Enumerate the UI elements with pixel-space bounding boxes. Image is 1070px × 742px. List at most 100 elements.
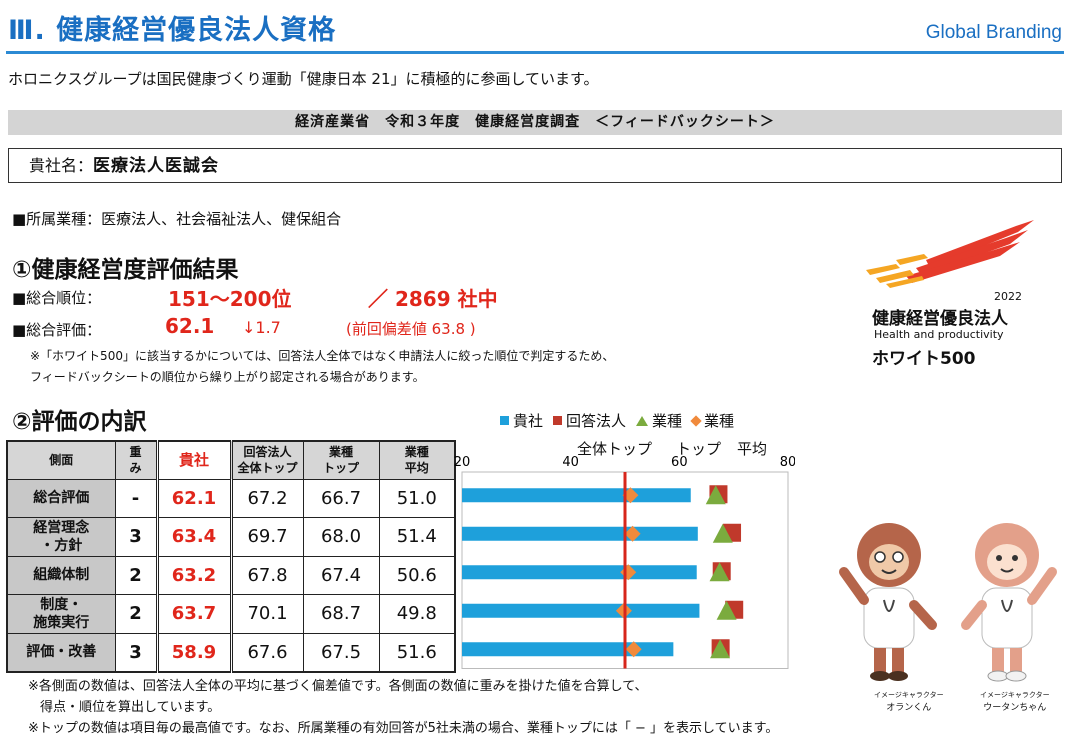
row-ind-avg: 51.4 [378,517,456,557]
company-name: 医療法人医誠会 [93,156,220,176]
table-note-line1: ※各側面の数値は、回答法人全体の平均に基づく偏差値です。各側面の数値に重みを掛け… [28,679,648,694]
row-weight: 2 [114,594,158,634]
legend-all-swatch [553,416,563,425]
row-ind-top: 66.7 [302,478,380,518]
logo-title-en: Health and productivity [874,328,1004,341]
row-side: 総合評価 [6,478,116,518]
row-own-score: 63.4 [155,517,233,557]
logo-emblem-icon [866,220,1034,288]
row-ind-top: 67.4 [302,555,380,595]
score-delta: ↓1.7 [242,318,281,337]
row-ind-avg: 49.8 [378,594,456,634]
row-all-top: 67.8 [230,555,304,595]
company-label: 貴社名： [29,156,94,175]
legend-triangle-icon [636,415,649,426]
industry-top-marker [710,639,731,659]
own-bar [462,642,674,657]
brand-label: Global Branding [925,22,1062,43]
row-own-score: 63.7 [155,594,233,634]
table-note-line2: 得点・順位を算出しています。 [40,700,221,715]
rank-value: 151〜200位 [168,287,292,311]
x-tick-label: 40 [562,455,579,470]
mascot-left-caption: イメージキャラクター オランくん [874,691,944,713]
industry-text: ■所属業種：医療法人、社会福祉法人、健保組合 [12,210,342,228]
table-row: 組織体制 2 63.2 67.8 67.4 50.6 [6,555,456,595]
row-ind-avg: 51.6 [378,632,456,672]
intro-text: ホロニクスグループは国民健康づくり運動「健康日本 21」に積極的に参画しています… [8,70,599,88]
score-label: ■総合評価： [12,321,102,339]
row-all-top: 70.1 [230,594,304,634]
white500-logo: 2022 健康経営優良法人 Health and productivity ホワ… [866,220,1036,370]
table-row: 評価・改善 3 58.9 67.6 67.5 51.6 [6,632,456,672]
row-ind-avg: 50.6 [378,555,456,595]
row-weight: 3 [114,632,158,672]
col-all-top: 回答法人 全体トップ [230,440,304,480]
own-bar [462,526,698,541]
evaluation-chart: 20 40 60 80 [454,455,795,669]
row-all-top: 67.2 [230,478,304,518]
col-ind-avg: 業種 平均 [378,440,456,480]
rank-note-line1: ※「ホワイト500」に該当するかについては、回答法人全体ではなく申請法人に絞った… [30,349,615,363]
row-own-score: 62.1 [155,478,233,518]
table-row: 総合評価 -62.1 67.2 66.7 51.0 [6,478,456,518]
row-weight: 2 [114,555,158,595]
x-tick-label: 20 [454,455,471,470]
industry-top-marker [709,562,730,582]
row-ind-top: 68.0 [302,517,380,557]
legend-ind-top: 業種 [636,410,682,431]
page-title: Ⅲ. 健康経営優良法人資格 [8,15,337,46]
evaluation-table: 側面 重み 貴社 回答法人 全体トップ 業種 トップ 業種 平均 総合評価 -62.1 6… [6,440,456,673]
industry-avg-marker [624,525,641,542]
row-ind-top: 67.5 [302,632,380,672]
score-previous: (前回偏差値 63.8 ) [346,320,476,338]
x-tick-label: 60 [671,455,688,470]
legend-diamond-icon [690,414,702,427]
table-row: 制度・ 施策実行 2 63.7 70.1 68.7 49.8 [6,594,456,634]
row-all-top: 67.6 [230,632,304,672]
col-own: 貴社 [155,440,233,480]
score-value: 62.1 [165,314,215,338]
own-bar [462,565,697,580]
row-own-score: 58.9 [155,632,233,672]
logo-year: 2022 [994,290,1022,303]
industry-top-marker [712,523,733,543]
x-tick-label: 80 [780,455,795,470]
col-side: 側面 [6,440,116,480]
mascot-right-caption: イメージキャラクター ウータンちゃん [980,691,1050,713]
row-side: 経営理念 ・方針 [6,517,116,557]
row-all-top: 69.7 [230,517,304,557]
legend-sub-ind-avg: 平均 [737,440,768,458]
section1-heading: ①健康経営度評価結果 [12,257,239,283]
row-ind-avg: 51.0 [378,478,456,518]
row-ind-top: 68.7 [302,594,380,634]
title-divider [6,51,1064,54]
row-side: 組織体制 [6,555,116,595]
legend-ind-avg: 業種 [690,410,734,431]
rank-note: ※「ホワイト500」に該当するかについては、回答法人全体ではなく申請法人に絞った… [30,346,614,388]
industry-avg-marker [625,641,642,658]
mascot-orangutan-boy-icon [839,523,937,681]
rank-note-line2: フィードバックシートの順位から繰り上がり認定される場合があります。 [30,370,425,384]
industry-top-marker [716,600,737,620]
chart-legend: 貴社 回答法人 業種 業種 [500,410,734,431]
row-own-score: 63.2 [155,555,233,595]
legend-all-top: 回答法人 [553,410,626,431]
legend-own-swatch [500,416,509,425]
row-weight: - [114,478,158,518]
rank-label: ■総合順位： [12,289,102,307]
logo-category: ホワイト500 [872,349,976,369]
table-notes: ※各側面の数値は、回答法人全体の平均に基づく偏差値です。各側面の数値に重みを掛け… [28,676,778,739]
row-side: 制度・ 施策実行 [6,594,116,634]
mascot-orangutan-girl-icon [961,523,1057,682]
mascot-illustrations: イメージキャラクター オランくん イメージキャラクター ウータンちゃん [830,510,1065,713]
industry-top-marker [705,485,726,505]
row-weight: 3 [114,517,158,557]
own-bar [462,603,700,618]
legend-sub-all: 全体トップ [577,440,653,458]
logo-title-jp: 健康経営優良法人 [872,309,1008,329]
rank-total: ／ 2869 社中 [368,287,498,311]
table-row: 経営理念 ・方針 3 63.4 69.7 68.0 51.4 [6,517,456,557]
legend-own: 貴社 [500,410,543,431]
section2-heading: ②評価の内訳 [12,409,147,435]
row-side: 評価・改善 [6,632,116,672]
